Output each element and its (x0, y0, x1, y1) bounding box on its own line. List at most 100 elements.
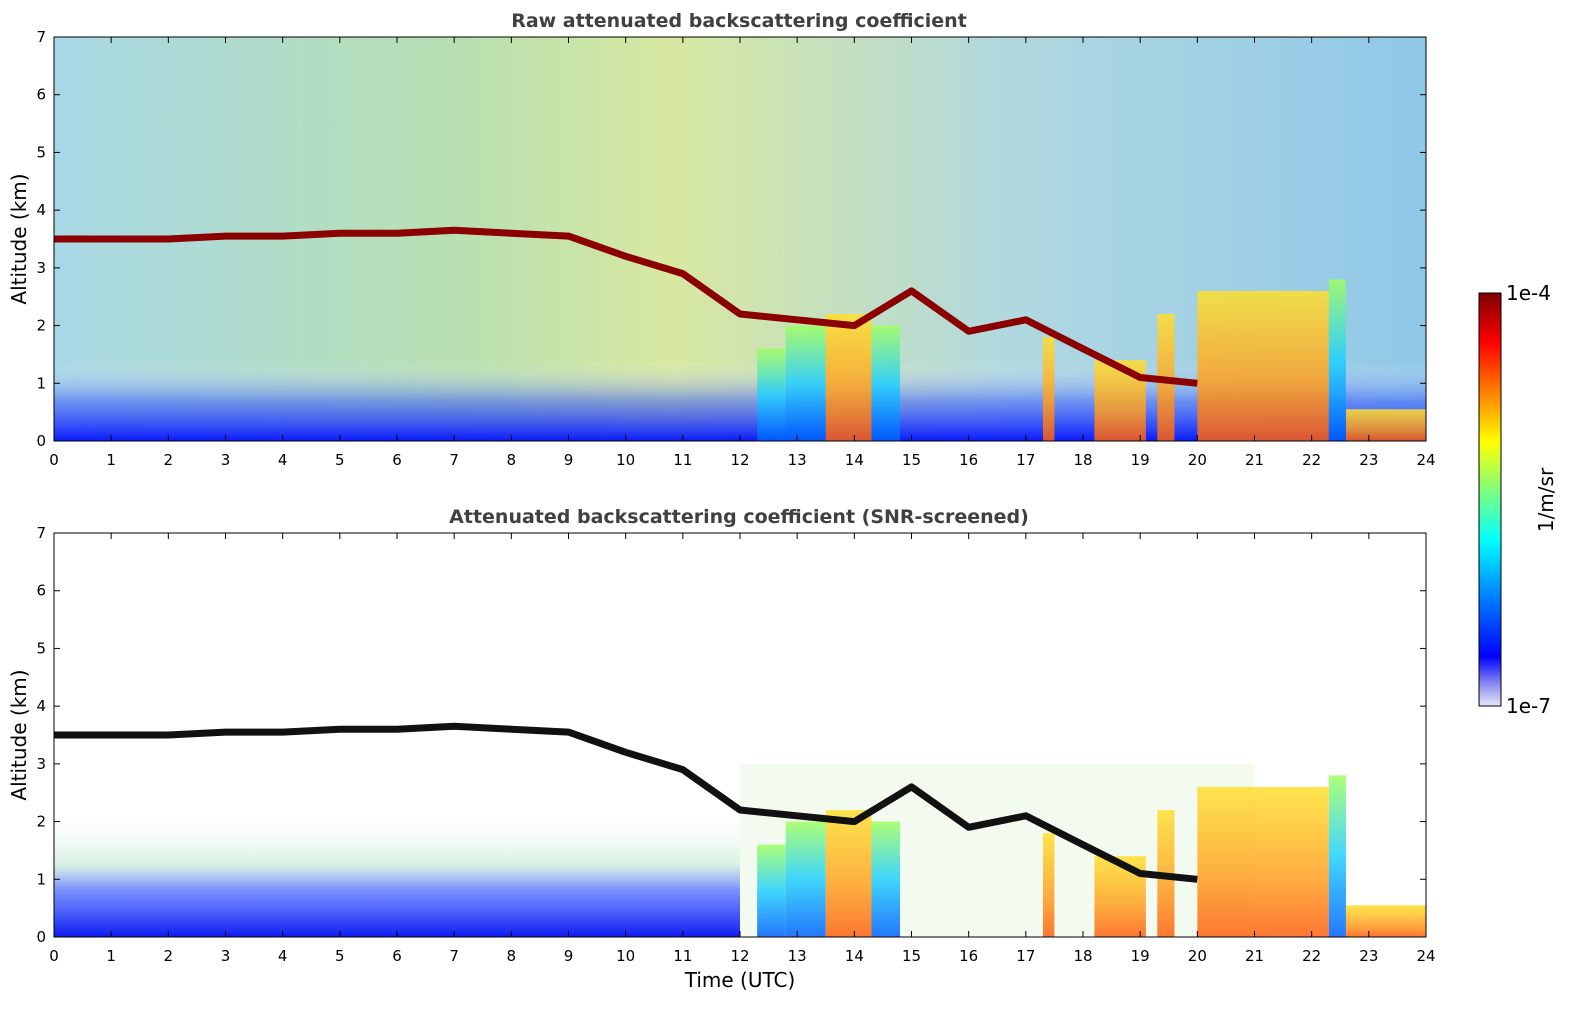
y-tick-label: 5 (36, 639, 46, 657)
precip-column (757, 844, 786, 937)
x-tick-label: 11 (673, 451, 692, 469)
y-tick-label: 1 (36, 374, 46, 392)
y-tick-label: 4 (36, 201, 46, 219)
precip-column (1094, 856, 1146, 937)
x-tick-label: 2 (164, 451, 174, 469)
precip-column (1328, 775, 1346, 937)
x-tick-label: 24 (1416, 947, 1435, 965)
x-tick-label: 10 (616, 947, 635, 965)
y-tick-label: 7 (36, 524, 46, 542)
panel1-ylabel: Altitude (km) (7, 173, 31, 304)
x-tick-label: 15 (902, 451, 921, 469)
x-tick-label: 17 (1016, 451, 1035, 469)
x-tick-label: 9 (564, 451, 574, 469)
panel2-y-ticks: 0 1 2 3 4 5 6 7 (36, 524, 1426, 946)
precip-column (1042, 833, 1055, 937)
precip-column (1345, 409, 1426, 441)
panel1-title: Raw attenuated backscattering coefficien… (511, 10, 967, 32)
x-tick-label: 22 (1302, 947, 1321, 965)
precip-column (871, 821, 901, 937)
x-tick-label: 12 (730, 947, 749, 965)
x-tick-label: 14 (845, 451, 864, 469)
x-tick-label: 24 (1416, 451, 1435, 469)
x-tick-label: 19 (1131, 947, 1150, 965)
x-tick-label: 8 (507, 947, 517, 965)
panel2-ylabel: Altitude (km) (7, 669, 31, 800)
x-tick-label: 14 (845, 947, 864, 965)
cloud-layer (54, 722, 1198, 883)
x-tick-label: 18 (1073, 947, 1092, 965)
precip-column (825, 314, 872, 441)
x-tick-label: 20 (1188, 947, 1207, 965)
snr-screened-panel: Attenuated backscattering coefficient (S… (7, 506, 1436, 992)
x-tick-label: 1 (106, 947, 116, 965)
x-tick-label: 2 (164, 947, 174, 965)
x-tick-label: 6 (392, 451, 402, 469)
colorbar-min-label: 1e-7 (1506, 694, 1551, 718)
x-tick-label: 13 (788, 451, 807, 469)
panel1-plot-area (54, 37, 1426, 441)
x-tick-label: 16 (959, 947, 978, 965)
x-tick-label: 20 (1188, 451, 1207, 469)
x-tick-label: 9 (564, 947, 574, 965)
y-tick-label: 5 (36, 143, 46, 161)
precip-column (825, 810, 872, 937)
precip-column (871, 325, 901, 441)
x-tick-label: 5 (335, 947, 345, 965)
y-tick-label: 4 (36, 697, 46, 715)
x-tick-label: 15 (902, 947, 921, 965)
colorbar: 1e-4 1e-7 1/m/sr (1478, 281, 1558, 718)
y-tick-label: 3 (36, 755, 46, 773)
precip-column (1328, 279, 1346, 441)
x-tick-label: 8 (507, 451, 517, 469)
x-tick-label: 17 (1016, 947, 1035, 965)
cloud-layer (54, 226, 1198, 387)
panel2-x-ticks: 0 1 2 3 4 5 6 7 8 9 10 11 12 13 14 15 16 17 18 19 20 21 22 23 24 (49, 533, 1436, 965)
x-tick-label: 16 (959, 451, 978, 469)
precip-column (1197, 786, 1329, 937)
x-tick-label: 6 (392, 947, 402, 965)
precip-column (757, 348, 786, 441)
precip-column (785, 821, 826, 937)
x-tick-label: 22 (1302, 451, 1321, 469)
colorbar-gradient (1478, 292, 1502, 707)
x-tick-label: 4 (278, 947, 288, 965)
x-tick-label: 0 (49, 947, 59, 965)
panel2-boundary-layer (54, 677, 740, 937)
x-tick-label: 4 (278, 451, 288, 469)
panel2-xlabel: Time (UTC) (684, 968, 796, 992)
y-tick-label: 7 (36, 28, 46, 46)
precip-column (1042, 337, 1055, 441)
x-tick-label: 7 (449, 947, 459, 965)
x-tick-label: 3 (221, 947, 231, 965)
x-tick-label: 18 (1073, 451, 1092, 469)
y-tick-label: 2 (36, 317, 46, 335)
precip-column (1094, 360, 1146, 441)
precip-column (1345, 905, 1426, 937)
panel2-title: Attenuated backscattering coefficient (S… (449, 506, 1029, 528)
x-tick-label: 3 (221, 451, 231, 469)
y-tick-label: 6 (36, 86, 46, 104)
panel2-plot-area (54, 533, 1426, 937)
x-tick-label: 5 (335, 451, 345, 469)
x-tick-label: 21 (1245, 947, 1264, 965)
x-tick-label: 13 (788, 947, 807, 965)
colorbar-max-label: 1e-4 (1506, 281, 1551, 305)
precip-column (1197, 290, 1329, 441)
y-tick-label: 2 (36, 813, 46, 831)
x-tick-label: 7 (449, 451, 459, 469)
colorbar-unit-label: 1/m/sr (1534, 467, 1558, 532)
x-tick-label: 19 (1131, 451, 1150, 469)
y-tick-label: 0 (36, 928, 46, 946)
precip-column (785, 325, 826, 441)
y-tick-label: 0 (36, 432, 46, 450)
panel1-x-ticks: 0 1 2 3 4 5 6 7 8 9 10 11 12 13 14 15 16 17 18 19 20 21 22 23 24 (49, 37, 1436, 469)
x-tick-label: 1 (106, 451, 116, 469)
panel1-y-ticks: 0 1 2 3 4 5 6 7 (36, 28, 1426, 450)
raw-backscatter-panel: Raw attenuated backscattering coefficien… (7, 10, 1436, 469)
x-tick-label: 10 (616, 451, 635, 469)
x-tick-label: 11 (673, 947, 692, 965)
x-tick-label: 0 (49, 451, 59, 469)
x-tick-label: 23 (1359, 451, 1378, 469)
